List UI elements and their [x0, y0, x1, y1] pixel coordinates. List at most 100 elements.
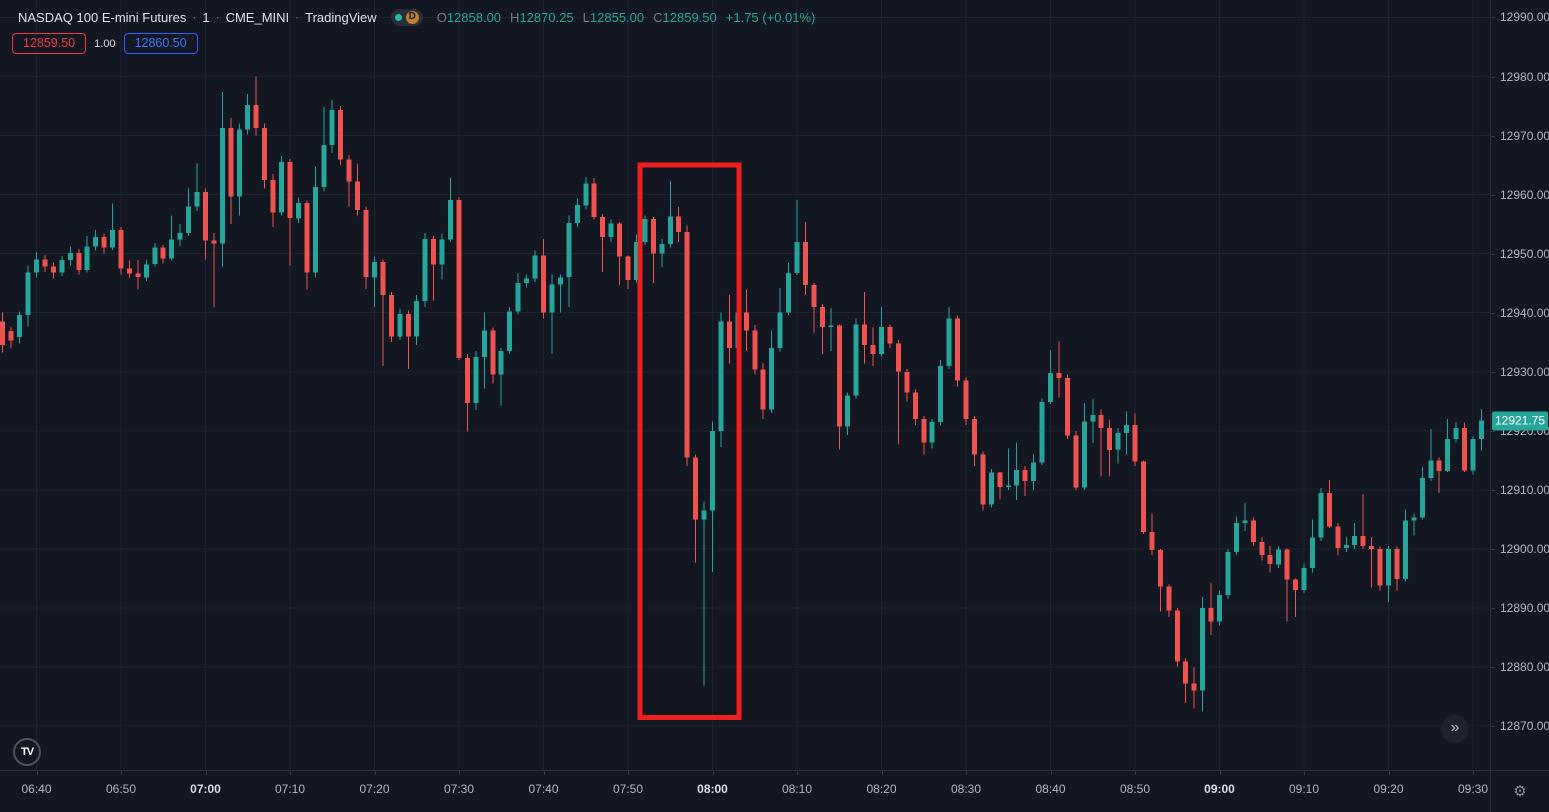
time-axis-label: 07:50 — [612, 782, 644, 796]
brand-label[interactable]: TradingView — [305, 9, 377, 25]
time-axis-label: 07:40 — [528, 782, 559, 796]
spread-value: 1.00 — [94, 37, 116, 50]
market-status-pill[interactable]: D — [390, 8, 423, 26]
scroll-right-button[interactable]: » — [1441, 715, 1469, 743]
price-tick — [1491, 312, 1495, 314]
interval-label[interactable]: 1 — [202, 9, 210, 25]
time-tick — [1219, 771, 1221, 775]
price-tick — [1491, 76, 1495, 78]
price-axis-label: 12870.00 — [1500, 719, 1549, 734]
time-tick — [1050, 771, 1052, 775]
title-separator: · — [192, 10, 197, 24]
time-tick — [1388, 771, 1390, 775]
time-tick — [543, 771, 545, 775]
time-axis-label: 06:50 — [105, 782, 137, 796]
price-tick — [1491, 608, 1495, 609]
time-axis-label: 09:30 — [1457, 782, 1489, 796]
time-tick — [1304, 771, 1305, 775]
time-axis-label: 08:20 — [866, 782, 897, 796]
price-axis-label: 12990.00 — [1500, 10, 1549, 25]
low-value: 12855.00 — [589, 9, 645, 25]
price-axis-label: 12970.00 — [1500, 128, 1549, 143]
last-price-tag[interactable]: 12921.75 — [1492, 411, 1548, 430]
price-axis-label: 12900.00 — [1500, 541, 1549, 556]
open-key: O — [436, 9, 447, 25]
price-tick — [1491, 726, 1495, 728]
time-tick — [881, 771, 883, 775]
price-axis-label: 12890.00 — [1500, 601, 1549, 615]
title-separator: · — [215, 10, 220, 24]
order-panel: 12859.50 1.00 12860.50 — [12, 33, 198, 54]
time-tick — [1473, 771, 1474, 775]
time-axis-labels: 06:40 06:50 07:00 07:10 07:20 07:30 07:40 07:50… — [0, 771, 1490, 812]
price-tick — [1491, 430, 1495, 432]
time-axis[interactable]: 06:40 06:50 07:00 07:10 07:20 07:30 07:40 07:50… — [0, 770, 1549, 812]
delayed-data-icon: D — [405, 10, 419, 24]
price-axis-label: 12930.00 — [1500, 364, 1549, 379]
price-axis-settings-button[interactable]: ⚙ — [1490, 771, 1549, 812]
time-axis-label: 07:10 — [274, 782, 306, 796]
time-axis-label: 08:40 — [1035, 782, 1066, 796]
time-axis-label: 08:10 — [781, 782, 813, 796]
time-tick — [966, 771, 967, 775]
price-axis-label: 12910.00 — [1500, 482, 1549, 497]
price-axis-label: 12940.00 — [1500, 305, 1549, 320]
gear-icon: ⚙ — [1513, 783, 1527, 800]
time-tick — [459, 771, 460, 775]
close-key: C — [653, 9, 663, 25]
exchange-label: CME_MINI — [225, 9, 290, 25]
time-axis-label: 08:30 — [950, 782, 982, 796]
chart-pane[interactable] — [0, 0, 1490, 770]
time-tick — [36, 771, 38, 775]
price-tick — [1491, 135, 1495, 137]
close-value: 12859.50 — [662, 9, 717, 25]
time-axis-label: 09:10 — [1288, 782, 1320, 796]
price-axis-label: 12960.00 — [1500, 187, 1549, 202]
time-axis-label: 09:00 — [1204, 782, 1235, 796]
price-axis-label: 12950.00 — [1500, 246, 1549, 261]
price-axis-label: 12980.00 — [1500, 69, 1549, 84]
price-tick — [1491, 667, 1495, 668]
price-axis-label: 12880.00 — [1500, 660, 1549, 674]
time-tick — [374, 771, 376, 775]
time-tick — [121, 771, 122, 775]
time-tick — [290, 771, 291, 775]
time-tick — [1135, 771, 1136, 775]
time-tick — [797, 771, 798, 775]
price-tick — [1491, 548, 1495, 550]
symbol-title[interactable]: NASDAQ 100 E-mini Futures — [18, 9, 187, 25]
time-axis-label: 07:30 — [443, 782, 475, 796]
time-tick — [712, 771, 714, 775]
high-value: 12870.25 — [519, 9, 574, 25]
highlight-rectangle-annotation[interactable] — [637, 162, 742, 720]
time-tick — [628, 771, 629, 775]
time-axis-label: 08:00 — [697, 782, 728, 796]
tradingview-logo-mark: TV — [20, 746, 34, 758]
price-tick — [1491, 253, 1495, 255]
sell-button[interactable]: 12859.50 — [12, 33, 87, 54]
time-axis-label: 07:00 — [190, 782, 221, 796]
high-key: H — [510, 9, 520, 25]
market-open-dot-icon — [394, 13, 402, 21]
price-tick — [1491, 17, 1495, 19]
time-axis-label: 09:20 — [1373, 782, 1404, 796]
change-value: +1.75 (+0.01%) — [725, 9, 816, 25]
title-separator: · — [295, 10, 300, 24]
time-axis-label: 06:40 — [21, 782, 52, 796]
time-tick — [205, 771, 207, 775]
ohlc-readout: O12858.00 H12870.25 L12855.00 C12859.50 … — [437, 10, 816, 25]
open-value: 12858.00 — [446, 9, 502, 25]
symbol-legend[interactable]: NASDAQ 100 E-mini Futures · 1 · CME_MINI… — [18, 8, 815, 26]
price-tick — [1491, 194, 1495, 196]
price-tick — [1491, 489, 1495, 491]
buy-button[interactable]: 12860.50 — [123, 33, 198, 54]
low-key: L — [582, 9, 590, 25]
time-axis-label: 07:20 — [359, 782, 390, 796]
price-tick — [1491, 371, 1495, 373]
tradingview-logo[interactable]: TV — [13, 738, 41, 766]
time-axis-label: 08:50 — [1119, 782, 1151, 796]
price-axis[interactable]: 12990.00 12980.00 12970.00 12960.00 12950.00… — [1490, 0, 1549, 770]
candlestick-chart[interactable] — [0, 0, 1490, 770]
double-chevron-right-icon: » — [1450, 719, 1460, 736]
